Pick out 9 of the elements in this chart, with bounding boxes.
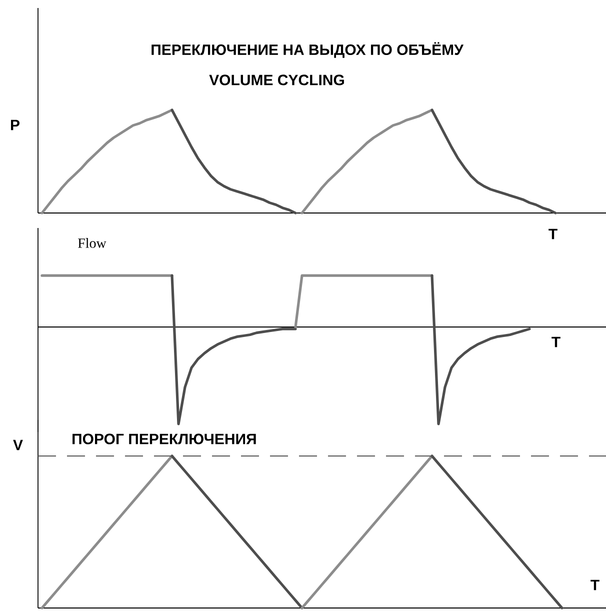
x-axis-title: T: [548, 228, 558, 240]
y-axis-title: P: [10, 120, 20, 130]
x-axis-title: T: [590, 580, 600, 590]
y-axis-title: Flow: [78, 238, 106, 248]
chart-subtitle: VOLUME CYCLING: [208, 74, 344, 86]
y-axis-title: V: [12, 440, 23, 450]
chart-title: ПЕРЕКЛЮЧЕНИЕ НА ВЫДОХ ПО ОБЪЁМУ: [151, 42, 464, 58]
x-axis-title: T: [551, 336, 560, 348]
ref-line-label: ПОРОГ ПЕРЕКЛЮЧЕНИЯ: [72, 434, 256, 444]
